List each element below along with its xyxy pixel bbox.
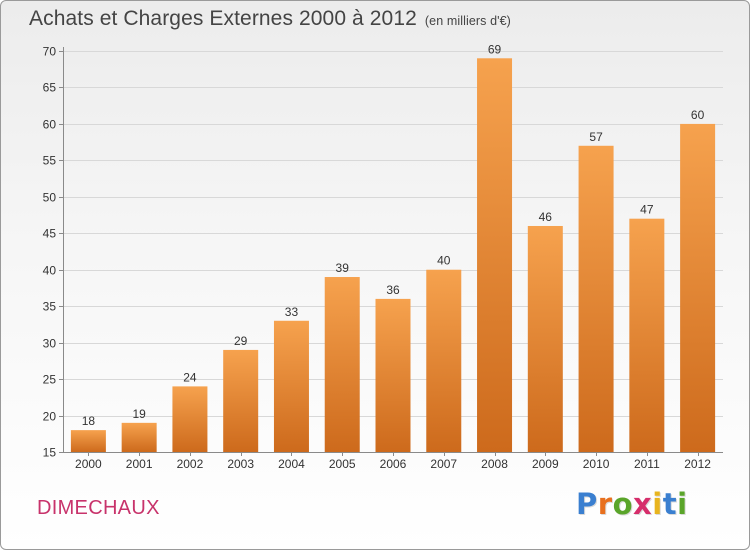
data-label-2008: 69 xyxy=(488,42,502,56)
logo-letter: x xyxy=(633,487,653,521)
y-tick-label: 40 xyxy=(43,264,57,278)
x-tick-label-2009: 2009 xyxy=(532,457,559,471)
bar-2012 xyxy=(680,123,716,452)
y-tick-label: 70 xyxy=(43,45,57,59)
x-tick-label-2011: 2011 xyxy=(634,457,660,471)
bar-2005 xyxy=(324,277,360,452)
chart-title: Achats et Charges Externes 2000 à 2012 (e… xyxy=(29,7,511,31)
y-tick-label: 35 xyxy=(43,300,57,314)
bar-2004 xyxy=(273,320,309,452)
place-name: DIMECHAUX xyxy=(37,497,160,519)
bar-2007 xyxy=(426,269,462,452)
data-label-2012: 60 xyxy=(691,108,705,122)
data-label-2004: 33 xyxy=(285,305,299,319)
data-label-2011: 47 xyxy=(640,203,654,217)
data-label-2006: 36 xyxy=(386,283,400,297)
y-tick-label: 65 xyxy=(43,81,57,95)
data-label-2005: 39 xyxy=(336,261,350,275)
x-tick-label-2005: 2005 xyxy=(329,457,356,471)
bar-2001 xyxy=(121,422,157,452)
y-tick-label: 50 xyxy=(43,191,57,205)
logo-letter: o xyxy=(612,487,634,521)
data-label-2003: 29 xyxy=(234,334,248,348)
x-tick-label-2001: 2001 xyxy=(126,457,153,471)
bar-2009 xyxy=(527,225,563,452)
y-axis-ticks: 15 20 25 30 35 40 45 50 55 60 65 70 xyxy=(43,45,63,460)
data-label-2000: 18 xyxy=(82,414,96,428)
logo-letter: P xyxy=(576,487,598,521)
x-tick-label-2003: 2003 xyxy=(227,457,254,471)
y-tick-label: 30 xyxy=(43,337,57,351)
logo-letter: i xyxy=(652,487,663,521)
bars xyxy=(70,58,716,453)
data-label-2002: 24 xyxy=(183,370,197,384)
y-tick-label: 15 xyxy=(43,446,57,460)
x-tick-label-2007: 2007 xyxy=(430,457,457,471)
bar-2000 xyxy=(70,430,106,452)
x-tick-label-2010: 2010 xyxy=(583,457,610,471)
logo-letter: i xyxy=(677,487,688,521)
bar-2010 xyxy=(578,145,614,453)
bar-2008 xyxy=(477,58,513,453)
bar-2002 xyxy=(172,386,208,452)
logo-letter: t xyxy=(662,487,678,521)
y-tick-label: 55 xyxy=(43,154,57,168)
x-tick-label-2012: 2012 xyxy=(684,457,711,471)
bar-2006 xyxy=(375,298,411,452)
y-tick-label: 45 xyxy=(43,227,57,241)
data-label-2009: 46 xyxy=(539,210,553,224)
data-labels: 18 19 24 29 33 39 36 40 69 46 57 47 60 xyxy=(82,42,705,428)
data-label-2007: 40 xyxy=(437,254,451,268)
y-tick-label: 25 xyxy=(43,373,57,387)
bar-2011 xyxy=(629,218,665,452)
x-tick-label-2008: 2008 xyxy=(481,457,508,471)
x-axis-ticks: 2000 2001 2002 2003 2004 2005 2006 2007 2008 2009… xyxy=(75,452,711,471)
data-label-2010: 57 xyxy=(589,130,603,144)
x-tick-label-2004: 2004 xyxy=(278,457,305,471)
y-tick-label: 60 xyxy=(43,118,57,132)
chart-title-text: Achats et Charges Externes 2000 à 2012 xyxy=(29,7,417,30)
logo-letter: r xyxy=(597,487,613,521)
chart-unit: (en milliers d'€) xyxy=(424,14,511,28)
data-label-2001: 19 xyxy=(132,407,146,421)
y-tick-label: 20 xyxy=(43,410,57,424)
x-tick-label-2006: 2006 xyxy=(380,457,407,471)
proxiti-logo: Proxiti xyxy=(576,487,688,521)
x-tick-label-2002: 2002 xyxy=(177,457,204,471)
bar-2003 xyxy=(223,349,259,452)
x-tick-label-2000: 2000 xyxy=(75,457,102,471)
